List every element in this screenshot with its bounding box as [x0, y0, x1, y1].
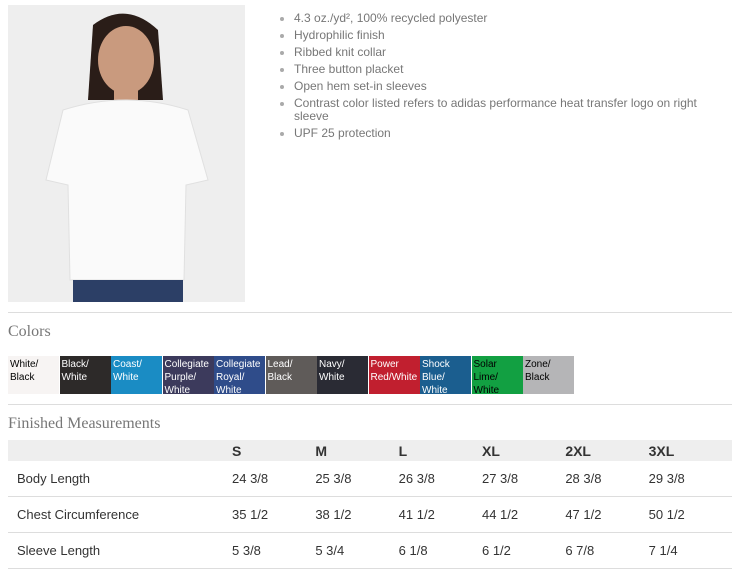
- measurements-heading: Finished Measurements: [8, 415, 161, 432]
- measurement-cell: 25 3/8: [315, 461, 399, 497]
- color-swatch[interactable]: White/ Black: [8, 356, 59, 394]
- measurement-cell: 6 7/8: [565, 532, 649, 569]
- measurement-cell: 24 3/8: [232, 461, 316, 497]
- divider: [8, 312, 732, 313]
- color-swatch[interactable]: Black/ White: [59, 356, 111, 394]
- color-swatch[interactable]: Power Red/White: [368, 356, 420, 394]
- size-header: 2XL: [565, 440, 649, 461]
- measurement-cell: 38 1/2: [315, 496, 399, 533]
- color-swatch[interactable]: Collegiate Royal/ White: [214, 356, 265, 396]
- measurement-cell: 35 1/2: [232, 496, 316, 533]
- color-swatch[interactable]: Shock Blue/ White: [420, 356, 471, 396]
- product-photo: [8, 5, 245, 302]
- feature-item: Contrast color listed refers to adidas p…: [294, 97, 704, 123]
- color-swatch[interactable]: Zone/ Black: [523, 356, 574, 394]
- color-swatch[interactable]: Collegiate Purple/ White: [162, 356, 214, 396]
- color-swatch[interactable]: Lead/ Black: [265, 356, 317, 394]
- table-row: Body Length 24 3/8 25 3/8 26 3/8 27 3/8 28 3/…: [8, 461, 732, 497]
- size-header: L: [398, 440, 482, 461]
- colors-heading: Colors: [8, 323, 51, 340]
- feature-item: Hydrophilic finish: [294, 29, 704, 42]
- measurement-cell: 47 1/2: [565, 496, 649, 533]
- size-header: M: [315, 440, 399, 461]
- table-header: S M L XL 2XL 3XL: [8, 440, 732, 461]
- measurement-cell: 5 3/4: [315, 532, 399, 569]
- measurement-cell: 29 3/8: [648, 461, 732, 497]
- measurement-cell: 5 3/8: [232, 532, 316, 569]
- color-swatch[interactable]: Coast/ White: [111, 356, 162, 394]
- measurement-cell: 6 1/8: [398, 532, 482, 569]
- size-header: 3XL: [648, 440, 732, 461]
- measurement-cell: 7 1/4: [648, 532, 732, 569]
- table-row: Sleeve Length 5 3/8 5 3/4 6 1/8 6 1/2 6 7/8 7 …: [8, 532, 732, 569]
- measurement-cell: 28 3/8: [565, 461, 649, 497]
- feature-item: UPF 25 protection: [294, 127, 704, 140]
- table-row: Chest Circumference 35 1/2 38 1/2 41 1/2 44 …: [8, 496, 732, 533]
- size-header: XL: [481, 440, 566, 461]
- measurement-cell: 44 1/2: [481, 496, 566, 533]
- row-label: Body Length: [8, 461, 232, 497]
- feature-item: Open hem set-in sleeves: [294, 80, 704, 93]
- measurement-cell: 50 1/2: [648, 496, 732, 533]
- divider: [8, 404, 732, 405]
- measurement-cell: 27 3/8: [481, 461, 566, 497]
- measurements-table: S M L XL 2XL 3XL Body Length 24 3/8 25 3/8 26 3/…: [8, 440, 732, 569]
- feature-item: Ribbed knit collar: [294, 46, 704, 59]
- feature-item: 4.3 oz./yd², 100% recycled polyester: [294, 12, 704, 25]
- measurement-cell: 6 1/2: [481, 532, 566, 569]
- color-swatch[interactable]: Navy/ White: [317, 356, 368, 394]
- feature-item: Three button placket: [294, 63, 704, 76]
- color-swatch[interactable]: Solar Lime/ White: [471, 356, 523, 396]
- row-label: Chest Circumference: [8, 496, 232, 533]
- measurement-cell: 26 3/8: [398, 461, 482, 497]
- feature-list: 4.3 oz./yd², 100% recycled polyester Hydr…: [278, 12, 704, 144]
- row-label: Sleeve Length: [8, 532, 232, 569]
- measurement-cell: 41 1/2: [398, 496, 482, 533]
- size-header: S: [232, 440, 316, 461]
